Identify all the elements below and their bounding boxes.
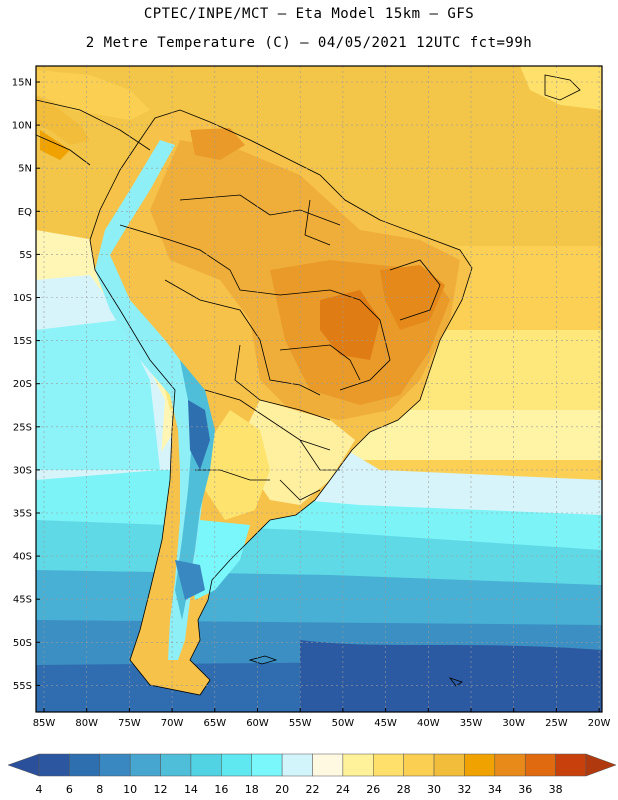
- colorbar-tick-label: 12: [153, 783, 168, 796]
- lon-tick-label: 50W: [332, 718, 355, 729]
- lat-tick-label: 30S: [13, 465, 32, 476]
- lon-tick-label: 75W: [118, 718, 141, 729]
- colorbar-swatch: [190, 753, 222, 777]
- country-borders: [36, 99, 473, 696]
- colorbar-tick-label: 32: [457, 783, 472, 796]
- colorbar: [7, 753, 617, 777]
- lat-tick-label: 45S: [13, 595, 32, 606]
- andes-cool-band: [95, 140, 210, 660]
- colorbar-swatch: [403, 753, 435, 777]
- lat-tick-label: 55S: [13, 681, 32, 692]
- colorbar-tick-label: 18: [244, 783, 259, 796]
- colorbar-swatch: [373, 753, 404, 777]
- colorbar-tick-label: 30: [427, 783, 442, 796]
- chart-title-line1: CPTEC/INPE/MCT – Eta Model 15km – GFS: [143, 6, 475, 22]
- lon-tick-label: 45W: [374, 718, 397, 729]
- lat-tick-label: 10S: [13, 293, 32, 304]
- temperature-field: [36, 66, 602, 712]
- lat-tick-label: 15N: [12, 78, 32, 89]
- lat-tick-label: 50S: [13, 638, 32, 649]
- colorbar-tick-label: 36: [518, 783, 533, 796]
- colorbar-swatch: [464, 753, 496, 777]
- colorbar-tick-label: 24: [335, 783, 350, 796]
- colorbar-tick-label: 8: [96, 783, 104, 796]
- colorbar-swatch: [69, 753, 101, 777]
- colorbar-tick-label: 16: [214, 783, 229, 796]
- map-frame: [35, 65, 603, 713]
- colorbar-tick-label: 26: [366, 783, 381, 796]
- colorbar-swatch: [281, 753, 313, 777]
- colorbar-tick-label: 20: [275, 783, 290, 796]
- lon-tick-label: 80W: [75, 718, 98, 729]
- map-graticule: [36, 66, 602, 712]
- colorbar-swatch: [160, 753, 192, 777]
- colorbar-swatch: [38, 753, 70, 777]
- colorbar-tick-label: 6: [65, 783, 73, 796]
- colorbar-tick-label: 14: [183, 783, 198, 796]
- colorbar-tick-label: 38: [548, 783, 563, 796]
- lat-tick-label: 25S: [13, 422, 32, 433]
- lat-tick-label: EQ: [18, 207, 32, 218]
- colorbar-tick-label: 34: [487, 783, 502, 796]
- lon-tick-label: 55W: [289, 718, 312, 729]
- colorbar-swatch: [312, 753, 344, 777]
- lat-tick-label: 15S: [13, 336, 32, 347]
- colorbar-swatch: [342, 753, 374, 777]
- lon-tick-label: 40W: [417, 718, 440, 729]
- lon-tick-label: 35W: [460, 718, 483, 729]
- colorbar-tick-label: 4: [35, 783, 43, 796]
- lat-tick-label: 35S: [13, 509, 32, 520]
- colorbar-swatch: [524, 753, 556, 777]
- lon-tick-label: 20W: [588, 718, 611, 729]
- colorbar-swatch: [221, 753, 252, 777]
- axis-labels: 15N 10N 5N EQ 5S 10S 15S 20S 25S 30S 35S 40S 45S 50S 5…: [12, 78, 611, 730]
- colorbar-swatch: [129, 753, 161, 777]
- colorbar-swatch: [251, 753, 283, 777]
- islands: [248, 74, 581, 687]
- lon-tick-label: 70W: [161, 718, 184, 729]
- lon-tick-label: 60W: [246, 718, 269, 729]
- chart-title-line2: 2 Metre Temperature (C) – 04/05/2021 12U…: [85, 35, 533, 51]
- colorbar-tick-label: 28: [396, 783, 411, 796]
- colorbar-swatch: [494, 753, 526, 777]
- colorbar-tick-label: 22: [305, 783, 320, 796]
- lat-tick-label: 40S: [13, 552, 32, 563]
- lat-tick-label: 20S: [13, 379, 32, 390]
- colorbar-tick-label: 10: [123, 783, 138, 796]
- colorbar-swatch: [99, 753, 131, 777]
- lat-tick-label: 10N: [12, 121, 32, 132]
- lon-tick-label: 85W: [33, 718, 56, 729]
- colorbar-low-arrow: [7, 753, 40, 777]
- colorbar-swatch: [433, 753, 465, 777]
- lon-tick-label: 65W: [203, 718, 226, 729]
- lon-tick-label: 25W: [545, 718, 568, 729]
- colorbar-high-arrow: [585, 753, 617, 777]
- colorbar-swatch: [555, 753, 587, 777]
- lat-tick-label: 5S: [19, 250, 32, 261]
- lat-tick-label: 5N: [18, 164, 32, 175]
- lon-tick-label: 30W: [502, 718, 525, 729]
